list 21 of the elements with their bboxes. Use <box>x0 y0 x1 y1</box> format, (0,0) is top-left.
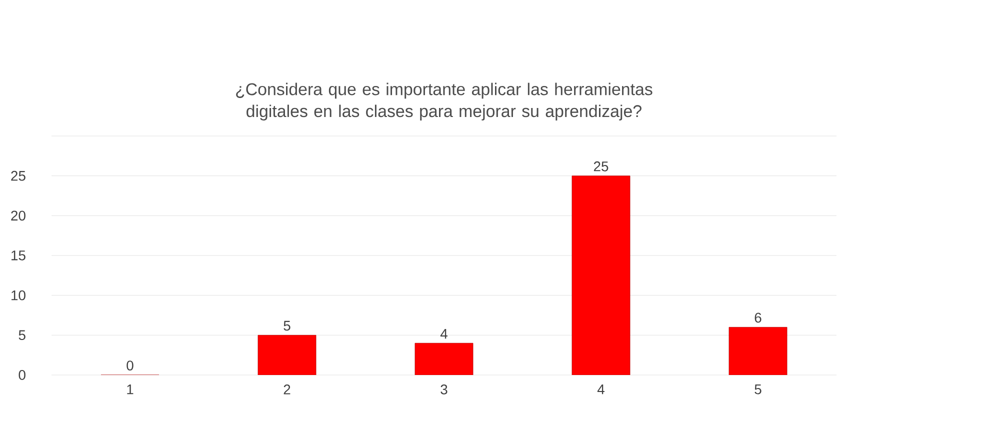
data-label: 4 <box>440 329 448 339</box>
bar <box>414 342 474 375</box>
bar <box>258 334 316 375</box>
x-tick-label: 3 <box>440 384 448 394</box>
bar <box>572 176 630 375</box>
y-tick-label: 20 <box>11 210 26 221</box>
data-label: 6 <box>754 312 762 323</box>
data-label: 5 <box>284 320 290 331</box>
bar <box>728 327 788 375</box>
chart-title: ¿Considera que es importante aplicar las herramientas digitales en las clases para mejorar su aprendizaje? <box>236 82 652 120</box>
y-tick-label: 5 <box>18 330 26 340</box>
x-tick-label: 4 <box>597 384 604 394</box>
data-label: 0 <box>126 360 134 370</box>
y-tick-label: 0 <box>18 370 26 380</box>
y-tick-label: 25 <box>11 170 26 181</box>
y-tick-label: 15 <box>12 250 26 260</box>
data-label: 25 <box>594 161 608 172</box>
x-tick-label: 5 <box>754 384 762 394</box>
x-tick-label: 2 <box>284 384 290 394</box>
x-tick-label: 1 <box>127 384 134 394</box>
y-tick-label: 10 <box>12 290 26 300</box>
